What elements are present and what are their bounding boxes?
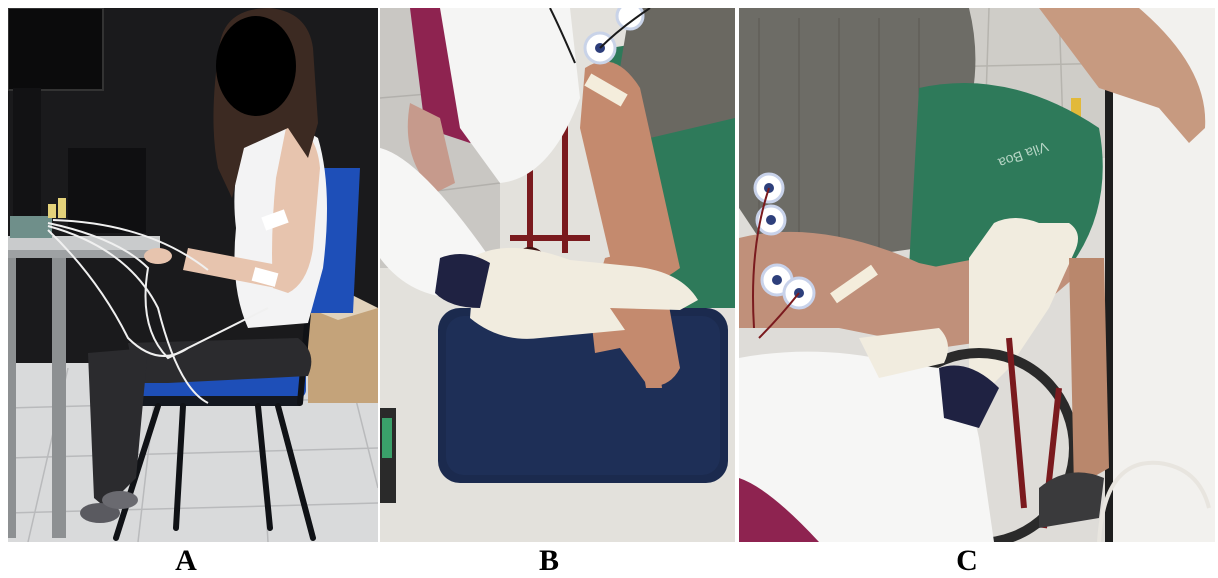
face-mask <box>216 16 296 116</box>
photo-panel-a <box>8 8 378 542</box>
panel-label-b: B <box>538 544 559 577</box>
photo-panel-c: Vila Boa <box>739 8 1215 542</box>
panel-b-photo <box>380 8 735 542</box>
panel-label-a: A <box>175 544 197 577</box>
photo-panel-b <box>380 8 735 542</box>
panel-c-photo: Vila Boa <box>739 8 1215 542</box>
panel-label-c: C <box>956 544 978 577</box>
panel-a-photo <box>8 8 378 542</box>
